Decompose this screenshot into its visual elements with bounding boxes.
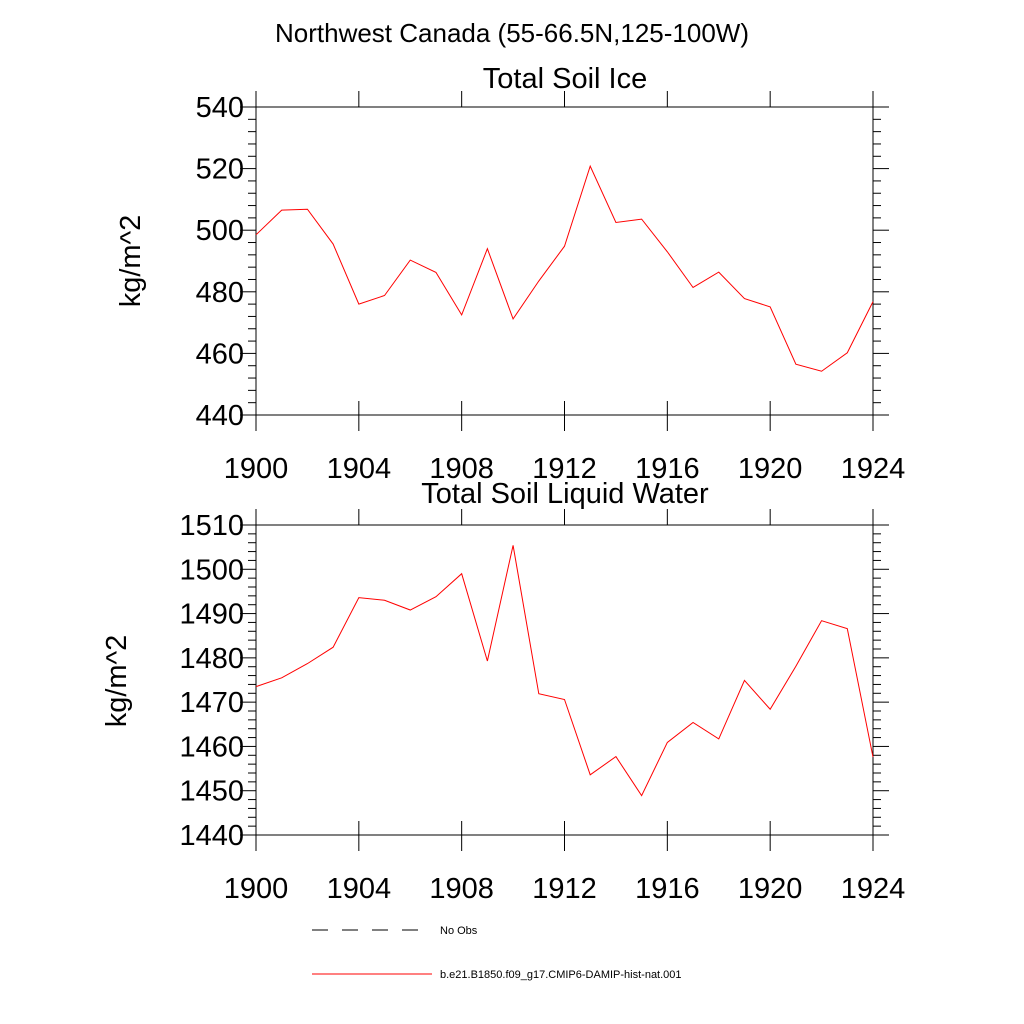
x-tick-label: 1924 [841, 453, 906, 485]
x-tick-label: 1908 [429, 453, 494, 485]
chart-panel-total-soil-ice: Total Soil Ice kg/m^2 1900 1904 1908 1912 19… [115, 63, 905, 485]
legend-label-series: b.e21.B1850.f09_g17.CMIP6-DAMIP-hist-nat… [440, 969, 682, 981]
axis-ticks [240, 509, 889, 851]
y-tick-label: 1460 [179, 731, 244, 763]
x-tick-label: 1920 [738, 453, 803, 485]
axis-ticks [240, 91, 889, 431]
x-tick-label: 1916 [635, 873, 700, 905]
figure-suptitle: Northwest Canada (55-66.5N,125-100W) [275, 18, 749, 48]
legend-label-no-obs: No Obs [440, 925, 478, 937]
x-tick-label: 1912 [532, 873, 597, 905]
series-line [255, 164, 874, 372]
y-tick-label: 540 [196, 92, 244, 124]
y-tick-label: 1510 [179, 510, 244, 542]
x-tick-label: 1900 [224, 873, 289, 905]
y-axis-label: kg/m^2 [115, 215, 147, 308]
x-tick-label: 1924 [841, 873, 906, 905]
chart-title: Total Soil Liquid Water [421, 478, 709, 510]
x-tick-label: 1916 [635, 453, 700, 485]
axis-tick-labels: 1900 1904 1908 1912 1916 1920 1924 1440 1450 1460… [179, 510, 905, 905]
legend: No Obs b.e21.B1850.f09_g17.CMIP6-DAMIP-h… [312, 925, 682, 981]
axis-tick-labels: 1900 1904 1908 1912 1916 1920 1924 440 460 480 500… [196, 92, 906, 485]
y-tick-label: 1450 [179, 776, 244, 808]
y-tick-label: 1500 [179, 554, 244, 586]
x-tick-label: 1904 [327, 453, 392, 485]
plot-frame [255, 524, 874, 836]
x-tick-label: 1912 [532, 453, 597, 485]
chart-title: Total Soil Ice [483, 63, 647, 95]
y-tick-label: 1480 [179, 643, 244, 675]
y-tick-label: 460 [196, 338, 244, 370]
x-tick-label: 1908 [429, 873, 494, 905]
y-axis-label: kg/m^2 [101, 635, 133, 728]
x-tick-label: 1904 [327, 873, 392, 905]
y-tick-label: 1490 [179, 599, 244, 631]
series-line [255, 545, 874, 797]
y-tick-label: 440 [196, 400, 244, 432]
y-tick-label: 480 [196, 277, 244, 309]
y-tick-label: 500 [196, 215, 244, 247]
x-tick-label: 1920 [738, 873, 803, 905]
plot-frame [255, 106, 874, 416]
x-tick-label: 1900 [224, 453, 289, 485]
y-tick-label: 1470 [179, 687, 244, 719]
y-tick-label: 1440 [179, 820, 244, 852]
chart-panel-total-soil-liquid-water: Total Soil Liquid Water kg/m^2 1900 1904 1… [101, 478, 905, 905]
y-tick-label: 520 [196, 154, 244, 186]
